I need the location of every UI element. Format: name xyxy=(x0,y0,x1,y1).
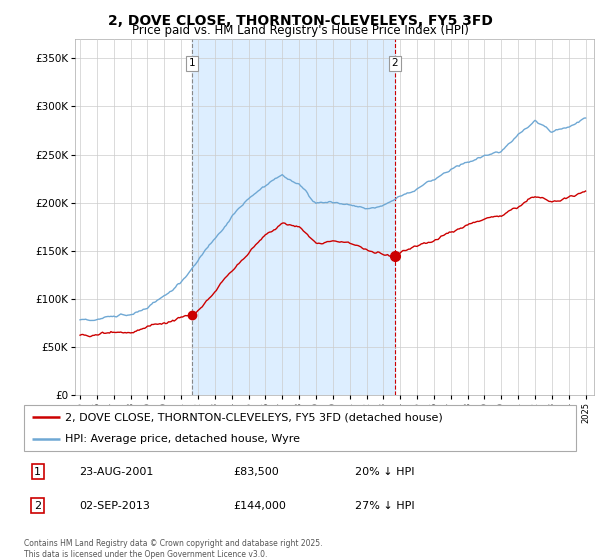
Text: £83,500: £83,500 xyxy=(234,466,280,477)
Text: 2: 2 xyxy=(34,501,41,511)
Text: 23-AUG-2001: 23-AUG-2001 xyxy=(79,466,154,477)
Text: 2: 2 xyxy=(391,58,398,68)
Text: Contains HM Land Registry data © Crown copyright and database right 2025.
This d: Contains HM Land Registry data © Crown c… xyxy=(24,539,323,559)
Text: Price paid vs. HM Land Registry's House Price Index (HPI): Price paid vs. HM Land Registry's House … xyxy=(131,24,469,37)
Text: 27% ↓ HPI: 27% ↓ HPI xyxy=(355,501,415,511)
FancyBboxPatch shape xyxy=(24,405,576,451)
Bar xyxy=(192,39,395,395)
Text: £144,000: £144,000 xyxy=(234,501,287,511)
Text: HPI: Average price, detached house, Wyre: HPI: Average price, detached house, Wyre xyxy=(65,435,301,444)
Text: 02-SEP-2013: 02-SEP-2013 xyxy=(79,501,150,511)
Text: 2, DOVE CLOSE, THORNTON-CLEVELEYS, FY5 3FD: 2, DOVE CLOSE, THORNTON-CLEVELEYS, FY5 3… xyxy=(107,14,493,28)
Text: 1: 1 xyxy=(34,466,41,477)
Text: 1: 1 xyxy=(189,58,196,68)
Text: 2, DOVE CLOSE, THORNTON-CLEVELEYS, FY5 3FD (detached house): 2, DOVE CLOSE, THORNTON-CLEVELEYS, FY5 3… xyxy=(65,412,443,422)
Text: 20% ↓ HPI: 20% ↓ HPI xyxy=(355,466,415,477)
